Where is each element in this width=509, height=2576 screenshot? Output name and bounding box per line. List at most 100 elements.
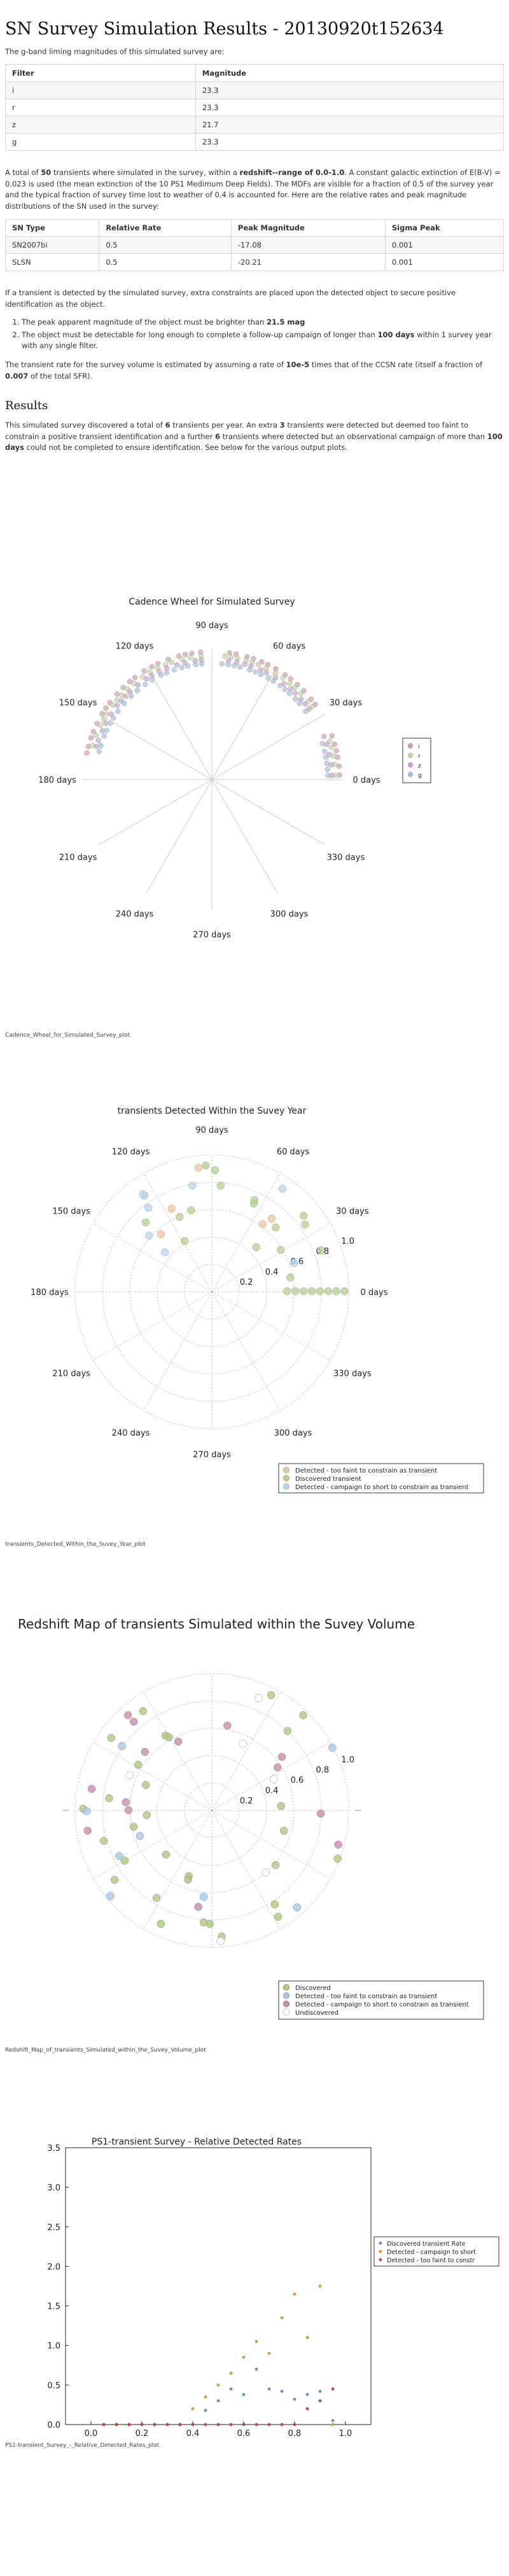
plot-frame bbox=[65, 2147, 372, 2425]
redshift-point bbox=[333, 1854, 342, 1863]
redshift-point bbox=[125, 1771, 134, 1780]
cadence-point bbox=[231, 662, 237, 669]
data-point bbox=[280, 2316, 284, 2320]
rate-text: The transient rate for the survey volume… bbox=[5, 360, 483, 381]
redshift-point bbox=[152, 1894, 161, 1902]
redshift-point bbox=[328, 1744, 337, 1752]
angle-tick-label: 30 days bbox=[330, 699, 363, 708]
legend-label: g bbox=[418, 773, 422, 779]
legend-box bbox=[373, 2236, 499, 2267]
cadence-point bbox=[135, 682, 141, 688]
table-cell: 0.5 bbox=[99, 253, 232, 272]
cadence-point bbox=[171, 667, 177, 673]
x-tick-label: 1.0 bbox=[339, 2429, 352, 2439]
redshift-point bbox=[165, 1733, 173, 1742]
data-point bbox=[242, 2355, 246, 2359]
redshift-point bbox=[206, 1920, 214, 1928]
cadence-point bbox=[115, 703, 120, 709]
cadence-point bbox=[219, 661, 225, 667]
transient-point bbox=[324, 1287, 332, 1296]
cadence-point bbox=[97, 722, 104, 728]
table-cell: i bbox=[5, 81, 196, 99]
data-point bbox=[242, 2423, 246, 2426]
legend-marker bbox=[407, 743, 414, 749]
angular-gridline bbox=[99, 714, 213, 780]
cadence-point bbox=[199, 661, 205, 667]
redshift-point bbox=[141, 1781, 150, 1789]
figure-caption: transients_Detected_Within_the_Suvey_Yea… bbox=[5, 1541, 146, 1548]
data-point bbox=[127, 2423, 131, 2426]
x-tick-label: 0.4 bbox=[186, 2429, 200, 2439]
redshift-point bbox=[115, 1852, 123, 1860]
cadence-point bbox=[321, 748, 328, 755]
cadence-point bbox=[242, 661, 248, 667]
table-cell: 21.7 bbox=[195, 115, 505, 134]
cadence-point bbox=[258, 671, 264, 677]
table-cell: 23.3 bbox=[195, 98, 505, 116]
radial-gridline bbox=[74, 1673, 349, 1948]
transient-point bbox=[202, 1161, 210, 1170]
data-point bbox=[165, 2423, 169, 2426]
data-point bbox=[331, 2423, 335, 2426]
transient-point bbox=[299, 1287, 308, 1296]
cadence-point bbox=[165, 657, 171, 662]
radial-tick-label: 0.6 bbox=[291, 1776, 304, 1786]
transient-point bbox=[301, 1221, 309, 1229]
y-tick-label: 0.5 bbox=[47, 2381, 60, 2391]
cadence-point bbox=[104, 727, 109, 734]
transient-point bbox=[332, 1287, 340, 1296]
table-cell: SN2007bi bbox=[4, 236, 100, 255]
data-point bbox=[102, 2423, 106, 2426]
cadence-point bbox=[134, 688, 140, 694]
table-cell: SLSN bbox=[4, 253, 100, 272]
results-text: This simulated survey discovered a total… bbox=[5, 420, 503, 452]
radial-tick-label: 1.0 bbox=[341, 1755, 354, 1765]
angle-tick-label: 300 days bbox=[274, 1429, 312, 1438]
cadence-point bbox=[277, 683, 283, 689]
legend-marker bbox=[379, 2241, 382, 2245]
table-cell: 0.5 bbox=[99, 236, 232, 255]
legend-box bbox=[278, 1980, 484, 2020]
data-point bbox=[229, 2387, 233, 2391]
data-point bbox=[305, 2393, 309, 2397]
cadence-point bbox=[101, 717, 106, 722]
cadence-point bbox=[282, 687, 288, 692]
list-item: The peak apparent magnitude of the objec… bbox=[22, 317, 504, 328]
table-cell: -17.08 bbox=[230, 236, 386, 255]
redshift-point bbox=[120, 1856, 129, 1865]
redshift-point bbox=[273, 1763, 282, 1772]
cadence-point bbox=[321, 734, 327, 739]
data-point bbox=[216, 2423, 220, 2426]
cadence-wheel-plot: Cadence Wheel for Simulated Survey 0 day… bbox=[38, 597, 431, 940]
cadence-point bbox=[187, 655, 193, 661]
data-point bbox=[140, 2423, 144, 2426]
redshift-point bbox=[122, 1798, 130, 1807]
radial-gridline bbox=[74, 1154, 349, 1429]
angular-gridline bbox=[211, 1223, 331, 1292]
table-cell: g bbox=[5, 132, 196, 151]
legend-marker bbox=[282, 2000, 290, 2008]
data-point bbox=[204, 2395, 207, 2398]
data-point bbox=[216, 2399, 220, 2403]
angle-tick-label: 60 days bbox=[277, 1147, 310, 1157]
table-cell: -20.21 bbox=[230, 253, 386, 272]
data-point bbox=[267, 2423, 271, 2426]
cadence-point bbox=[103, 705, 109, 711]
transient-point bbox=[194, 1163, 203, 1172]
cadence-point bbox=[185, 663, 191, 669]
y-tick-label: 1.5 bbox=[47, 2302, 60, 2312]
cadence-point bbox=[222, 654, 228, 659]
transient-point bbox=[216, 1181, 225, 1190]
angle-tick-label: 180 days bbox=[38, 776, 76, 785]
cadence-point bbox=[94, 743, 99, 750]
transient-point bbox=[272, 1223, 280, 1232]
plot-title: transients Detected Within the Suvey Yea… bbox=[118, 1106, 307, 1116]
redshift-point bbox=[110, 1875, 119, 1884]
angle-tick-label: 330 days bbox=[327, 853, 365, 863]
redshift-point bbox=[141, 1747, 150, 1756]
redshift-point bbox=[239, 1739, 248, 1748]
redshift-point bbox=[134, 1760, 143, 1769]
redshift-point bbox=[299, 1711, 307, 1719]
transient-point bbox=[160, 1248, 169, 1257]
redshift-point bbox=[139, 1707, 148, 1716]
